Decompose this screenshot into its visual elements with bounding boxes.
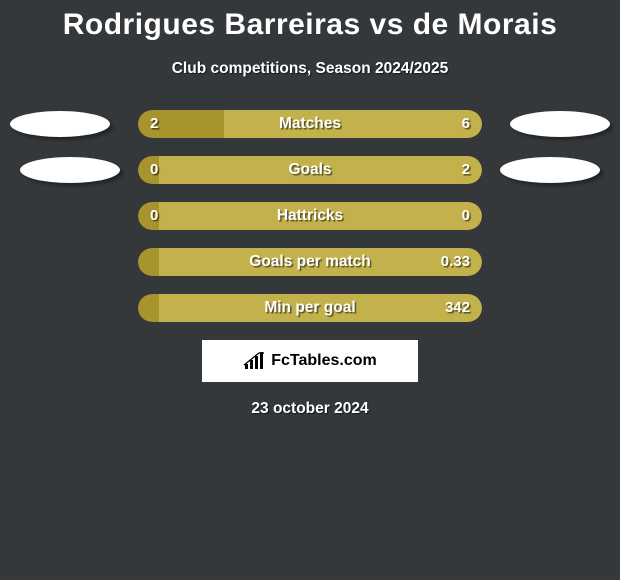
bar-left [138, 294, 159, 322]
value-left: 0 [150, 202, 158, 230]
player-marker-right [500, 157, 600, 183]
branding-text: FcTables.com [271, 352, 377, 370]
bar-track [138, 202, 482, 230]
bar-chart-icon [243, 351, 267, 371]
stat-row: 00Hattricks [0, 202, 620, 230]
bar-track [138, 156, 482, 184]
bar-right [159, 202, 482, 230]
branding-badge: FcTables.com [202, 340, 418, 382]
player-marker-right [510, 111, 610, 137]
value-left: 0 [150, 156, 158, 184]
stat-row: 0.33Goals per match [0, 248, 620, 276]
bar-right [159, 248, 482, 276]
value-right: 342 [445, 294, 470, 322]
bar-track [138, 248, 482, 276]
stat-row: 02Goals [0, 156, 620, 184]
value-right: 0 [462, 202, 470, 230]
bar-track [138, 110, 482, 138]
value-right: 0.33 [441, 248, 470, 276]
stat-row: 342Min per goal [0, 294, 620, 322]
player-marker-left [20, 157, 120, 183]
stat-row: 26Matches [0, 110, 620, 138]
value-left: 2 [150, 110, 158, 138]
page-title: Rodrigues Barreiras vs de Morais [0, 0, 620, 42]
bar-right [224, 110, 482, 138]
date-label: 23 october 2024 [0, 400, 620, 418]
bar-right [159, 156, 482, 184]
bar-track [138, 294, 482, 322]
value-right: 6 [462, 110, 470, 138]
subtitle: Club competitions, Season 2024/2025 [0, 60, 620, 78]
player-marker-left [10, 111, 110, 137]
bar-left [138, 248, 159, 276]
bar-right [159, 294, 482, 322]
value-right: 2 [462, 156, 470, 184]
comparison-chart: 26Matches02Goals00Hattricks0.33Goals per… [0, 110, 620, 322]
